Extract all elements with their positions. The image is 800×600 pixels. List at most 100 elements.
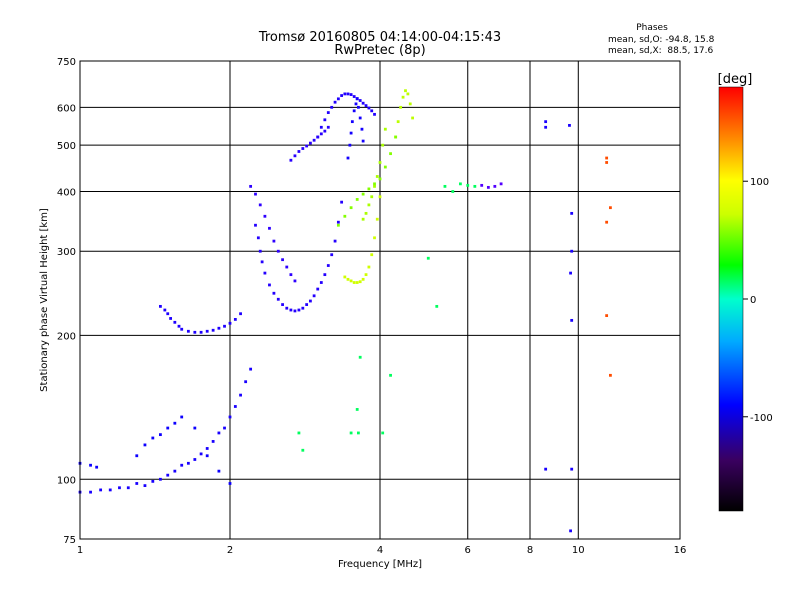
data-point xyxy=(173,469,177,473)
data-point xyxy=(89,490,92,494)
data-point xyxy=(367,106,371,110)
data-point xyxy=(199,452,203,456)
data-point xyxy=(211,440,215,443)
data-point xyxy=(316,135,320,139)
data-point xyxy=(358,280,362,284)
data-point xyxy=(293,279,297,283)
x-axis-ticks: 1 2 4 6 8 10 16 xyxy=(77,545,687,556)
data-point xyxy=(205,447,209,450)
data-point xyxy=(352,109,356,113)
data-point xyxy=(609,206,612,210)
data-point xyxy=(364,104,368,108)
data-point xyxy=(180,415,184,419)
data-point xyxy=(254,192,257,196)
data-point xyxy=(408,102,412,106)
data-point xyxy=(135,482,139,485)
data-point xyxy=(381,143,385,147)
data-point xyxy=(480,183,484,187)
data-point xyxy=(373,236,376,240)
data-points xyxy=(78,89,612,533)
data-point xyxy=(135,454,139,458)
data-point xyxy=(281,303,284,306)
data-point xyxy=(169,317,173,320)
data-point xyxy=(383,165,387,169)
y-axis-ticks: 75 100 200 300 400 500 600 750 xyxy=(57,57,76,546)
data-point xyxy=(211,328,215,332)
data-point xyxy=(293,309,297,313)
data-point xyxy=(355,198,359,201)
data-point xyxy=(361,101,365,105)
chart-title: Tromsø 20160805 04:14:00-04:15:43 xyxy=(258,30,501,45)
data-point xyxy=(301,306,305,310)
y-tick-label: 600 xyxy=(57,103,76,114)
data-point xyxy=(228,321,232,325)
data-point xyxy=(346,156,350,160)
data-point xyxy=(375,217,379,221)
colorbar-tick-label: 0 xyxy=(750,295,756,306)
data-point xyxy=(426,256,430,260)
data-point xyxy=(569,529,572,533)
data-point xyxy=(326,125,330,129)
data-point xyxy=(364,211,368,215)
data-point xyxy=(389,152,392,156)
y-tick-label: 200 xyxy=(57,331,76,342)
data-point xyxy=(493,184,497,188)
data-point xyxy=(297,150,301,153)
x-tick-label: 16 xyxy=(674,545,687,556)
plot-frame xyxy=(79,60,681,540)
data-point xyxy=(361,192,365,196)
data-point xyxy=(399,105,403,109)
y-tick-label: 750 xyxy=(57,57,76,68)
data-point xyxy=(358,355,362,359)
data-point xyxy=(319,281,323,284)
data-point xyxy=(95,465,99,469)
data-point xyxy=(355,97,359,101)
data-point xyxy=(281,258,284,262)
data-point xyxy=(544,125,548,129)
data-point xyxy=(289,158,293,162)
data-point xyxy=(217,469,221,473)
data-point xyxy=(466,183,470,187)
data-point xyxy=(199,330,203,334)
data-point xyxy=(309,141,312,145)
data-point xyxy=(330,105,334,109)
stats-title: Phases xyxy=(636,23,668,33)
data-point xyxy=(256,236,260,240)
data-point xyxy=(381,431,385,435)
data-point xyxy=(228,482,232,485)
stats-line-o: mean, sd,O: -94.8, 15.8 xyxy=(608,35,715,45)
data-point xyxy=(193,330,197,334)
data-point xyxy=(233,318,237,321)
data-point xyxy=(186,461,190,465)
data-point xyxy=(568,123,571,127)
data-point xyxy=(356,431,360,435)
x-tick-label: 6 xyxy=(465,545,471,556)
x-tick-label: 10 xyxy=(572,545,585,556)
data-point xyxy=(173,320,177,324)
data-point xyxy=(605,314,609,318)
data-point xyxy=(383,127,387,131)
data-point xyxy=(305,144,309,148)
data-point xyxy=(166,312,170,316)
data-point xyxy=(473,184,477,188)
colorbar-tick-label: 100 xyxy=(750,177,769,188)
data-point xyxy=(289,308,293,312)
data-point xyxy=(361,139,365,143)
data-point xyxy=(89,463,92,467)
data-point xyxy=(451,190,455,193)
x-tick-label: 1 xyxy=(77,545,83,556)
data-point xyxy=(99,488,103,492)
data-point xyxy=(323,118,327,122)
data-point xyxy=(333,239,337,243)
data-point xyxy=(193,426,197,430)
data-point xyxy=(609,373,612,377)
data-point xyxy=(340,94,344,97)
data-point xyxy=(570,467,574,471)
data-point xyxy=(435,304,439,308)
data-point xyxy=(570,211,574,215)
data-point xyxy=(263,271,267,275)
data-point xyxy=(375,175,379,178)
data-point xyxy=(486,185,490,189)
chart-subtitle: RwPretec (8p) xyxy=(334,43,425,58)
